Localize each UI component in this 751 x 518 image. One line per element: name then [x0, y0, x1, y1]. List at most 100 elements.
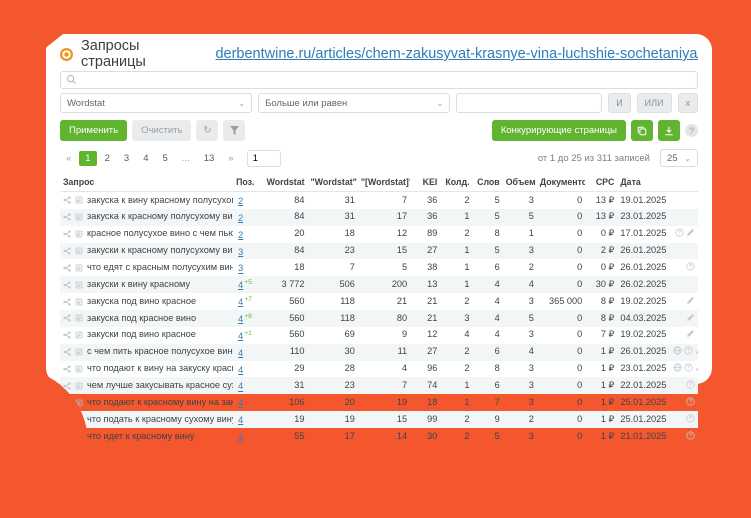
or-condition-button[interactable]: ИЛИ — [636, 93, 672, 113]
position-link[interactable]: 4 — [238, 347, 244, 358]
snippet-icon[interactable] — [75, 416, 83, 424]
page-size-select[interactable]: 25 ⌄ — [660, 149, 698, 167]
page-button[interactable]: 4 — [143, 152, 149, 164]
page-button[interactable]: 3 — [123, 152, 130, 164]
snippet-icon[interactable] — [75, 314, 83, 322]
position-link[interactable]: 4 — [238, 398, 244, 409]
pencil-icon[interactable] — [695, 363, 698, 372]
column-header[interactable]: Запрос — [60, 174, 234, 192]
apply-button[interactable]: Применить — [60, 120, 128, 141]
page-button[interactable]: 5 — [162, 152, 168, 164]
snippet-icon[interactable] — [75, 331, 83, 339]
globe-icon[interactable] — [673, 363, 682, 372]
snippet-icon[interactable] — [75, 365, 83, 373]
page-button[interactable]: 1 — [79, 150, 97, 166]
share-icon[interactable] — [63, 382, 71, 390]
snippet-icon[interactable] — [75, 348, 83, 356]
and-condition-button[interactable]: И — [608, 93, 631, 113]
share-icon[interactable] — [63, 331, 71, 339]
share-icon[interactable] — [63, 348, 71, 356]
column-header[interactable]: "[Wordstat]" — [357, 174, 411, 192]
position-link[interactable]: 3 — [238, 246, 244, 257]
column-header[interactable]: Поз. — [233, 174, 260, 192]
page-button[interactable]: 13 — [203, 152, 215, 164]
position-link[interactable]: 4 — [238, 381, 244, 392]
position-link[interactable]: 2 — [238, 229, 244, 240]
next-page-button[interactable]: » — [228, 152, 234, 164]
saved-filters-button[interactable] — [223, 120, 246, 141]
remove-condition-button[interactable]: x — [677, 93, 698, 113]
position-link[interactable]: 2 — [238, 196, 244, 207]
help-icon[interactable]: ? — [685, 124, 698, 137]
share-icon[interactable] — [63, 196, 71, 205]
share-icon[interactable] — [63, 230, 71, 238]
question-icon[interactable] — [675, 228, 684, 237]
column-header[interactable]: Документов — [536, 174, 586, 192]
pencil-icon[interactable] — [686, 329, 695, 338]
pencil-icon[interactable] — [686, 313, 695, 322]
search-input[interactable] — [60, 70, 698, 89]
copy-button[interactable] — [631, 120, 653, 141]
snippet-icon[interactable] — [75, 432, 83, 440]
position-link[interactable]: 3 — [238, 263, 244, 274]
question-icon[interactable] — [686, 414, 695, 423]
position-link[interactable]: 4 — [238, 280, 244, 291]
reset-filters-button[interactable]: ↻ — [196, 120, 219, 141]
goto-page-input[interactable] — [246, 149, 281, 167]
column-header[interactable] — [667, 174, 698, 192]
snippet-icon[interactable] — [75, 298, 83, 306]
position-link[interactable]: 4 — [238, 432, 244, 443]
globe-icon[interactable] — [673, 346, 682, 355]
position-link[interactable]: 4 — [238, 314, 244, 325]
position-link[interactable]: 4 — [238, 297, 244, 308]
share-icon[interactable] — [63, 297, 71, 306]
filter-value-input[interactable] — [456, 93, 603, 113]
column-header[interactable]: KEI — [410, 174, 441, 192]
column-header[interactable]: Слов — [472, 174, 503, 192]
clear-button[interactable]: Очистить — [132, 120, 192, 141]
pencil-icon[interactable] — [686, 228, 695, 237]
column-header[interactable]: Объем — [502, 174, 537, 192]
column-header[interactable]: Дата — [617, 174, 668, 192]
snippet-icon[interactable] — [75, 213, 83, 221]
question-icon[interactable] — [686, 380, 695, 389]
question-icon[interactable] — [686, 430, 695, 440]
snippet-icon[interactable] — [75, 196, 83, 204]
share-icon[interactable] — [63, 281, 71, 289]
download-button[interactable] — [658, 120, 680, 141]
question-icon[interactable] — [686, 262, 695, 271]
snippet-icon[interactable] — [75, 382, 83, 390]
filter-operator-select[interactable]: Больше или равен ⌄ — [258, 93, 451, 113]
analyzed-url-link[interactable]: derbentwine.ru/articles/chem-zakusyvat-k… — [215, 46, 698, 62]
share-icon[interactable] — [63, 314, 71, 323]
filter-field-select[interactable]: Wordstat ⌄ — [60, 93, 253, 113]
position-link[interactable]: 4 — [238, 415, 244, 426]
share-icon[interactable] — [63, 432, 71, 441]
pencil-icon[interactable] — [686, 296, 695, 305]
column-header[interactable]: "Wordstat"∨ — [307, 174, 358, 192]
snippet-icon[interactable] — [75, 281, 83, 289]
position-link[interactable]: 4 — [238, 364, 244, 375]
share-icon[interactable] — [63, 365, 71, 373]
snippet-icon[interactable] — [75, 247, 83, 255]
page-button[interactable]: 2 — [104, 152, 110, 164]
share-icon[interactable] — [63, 264, 71, 272]
snippet-icon[interactable] — [75, 230, 83, 238]
question-icon[interactable] — [684, 346, 693, 355]
column-header[interactable]: CPC — [585, 174, 618, 192]
question-icon[interactable] — [684, 363, 693, 372]
share-icon[interactable] — [63, 399, 71, 407]
snippet-icon[interactable] — [75, 399, 83, 407]
prev-page-button[interactable]: « — [66, 152, 72, 164]
position-link[interactable]: 4 — [238, 330, 244, 341]
position-link[interactable]: 2 — [238, 212, 244, 223]
snippet-icon[interactable] — [75, 264, 83, 272]
column-header[interactable]: Wordstat — [259, 174, 308, 192]
column-header[interactable]: Колд. — [440, 174, 473, 192]
share-icon[interactable] — [63, 415, 71, 424]
pencil-icon[interactable] — [695, 346, 698, 355]
share-icon[interactable] — [63, 247, 71, 255]
share-icon[interactable] — [63, 213, 71, 221]
competing-pages-button[interactable]: Конкурирующие страницы — [491, 120, 626, 141]
question-icon[interactable] — [686, 397, 695, 406]
